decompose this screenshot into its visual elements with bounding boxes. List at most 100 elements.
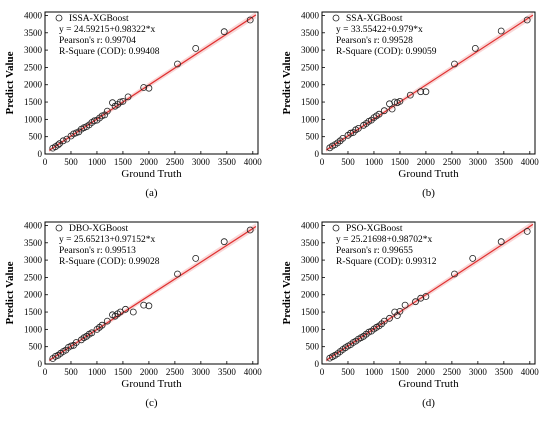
y-tick-label: 2500	[24, 62, 43, 72]
x-axis-label: Ground Truth	[398, 168, 459, 180]
data-point	[93, 325, 101, 333]
data-point	[391, 98, 399, 106]
y-tick-label: 1500	[301, 307, 320, 317]
data-point	[339, 134, 347, 142]
data-point	[396, 307, 404, 315]
data-point	[401, 301, 409, 309]
y-tick-label: 3500	[301, 238, 320, 248]
x-tick-label: 1500	[114, 367, 133, 377]
data-point	[406, 91, 414, 99]
y-tick-label: 2500	[301, 62, 320, 72]
data-point	[67, 342, 75, 350]
data-point	[451, 60, 458, 68]
y-tick-label: 0	[38, 149, 43, 159]
y-tick-label: 500	[306, 132, 320, 142]
x-tick-label: 500	[341, 157, 355, 167]
x-tick-label: 1000	[365, 157, 384, 167]
x-axis-label: Ground Truth	[121, 168, 182, 180]
data-point	[145, 302, 153, 310]
legend-label: ISSA-XGBoost	[69, 14, 129, 24]
y-tick-label: 3500	[301, 28, 320, 38]
y-tick-label: 2500	[301, 272, 320, 282]
data-point	[124, 93, 132, 101]
x-tick-label: 2000	[417, 157, 436, 167]
r-square: R-Square (COD): 0.99059	[336, 46, 437, 57]
y-axis-label: Predict Value	[281, 261, 293, 324]
r-square: R-Square (COD): 0.99312	[336, 256, 437, 267]
x-tick-label: 3000	[192, 367, 211, 377]
fit-line	[325, 14, 534, 151]
y-tick-label: 3000	[24, 255, 43, 265]
x-tick-label: 1000	[88, 367, 107, 377]
pearson-r: Pearson's r: 0.99655	[336, 246, 413, 256]
x-tick-label: 0	[43, 157, 48, 167]
data-point	[246, 16, 254, 24]
data-point	[72, 339, 80, 346]
y-tick-label: 500	[29, 132, 43, 142]
y-tick-label: 1500	[24, 307, 43, 317]
x-tick-label: 3500	[495, 367, 514, 377]
y-tick-label: 0	[38, 359, 43, 369]
data-point	[122, 305, 129, 313]
pearson-r: Pearson's r: 0.99704	[59, 36, 136, 46]
y-tick-label: 4000	[301, 220, 320, 230]
data-point	[375, 110, 383, 118]
y-tick-label: 3500	[24, 28, 43, 38]
chart-panel-4: 0 500 1000 1500 2000 2500 3000 3500 4000 0 500 1000…	[281, 220, 539, 409]
x-tick-label: 2000	[417, 367, 436, 377]
pearson-r: Pearson's r: 0.99528	[336, 36, 413, 46]
x-tick-label: 4000	[521, 157, 540, 167]
data-point	[417, 88, 425, 96]
y-tick-label: 2000	[24, 290, 43, 300]
data-point	[220, 238, 228, 246]
data-point	[91, 117, 98, 125]
y-tick-label: 4000	[24, 220, 43, 230]
panel-label: (c)	[145, 397, 158, 409]
data-point	[246, 226, 254, 234]
panel-label: (b)	[422, 187, 435, 199]
legend-label: SSA-XGBoost	[346, 14, 403, 24]
data-point	[523, 16, 531, 24]
data-point	[451, 270, 458, 278]
chart-panel-2: 0 500 1000 1500 2000 2500 3000 3500 4000 0 500 1000…	[281, 10, 539, 199]
data-point	[129, 308, 137, 316]
plot-frame	[44, 11, 259, 155]
legend-marker	[332, 224, 340, 232]
y-axis-label: Predict Value	[4, 51, 16, 114]
data-point	[140, 301, 148, 309]
y-tick-label: 1500	[301, 97, 320, 107]
x-tick-label: 500	[64, 157, 78, 167]
plot-frame	[321, 11, 536, 155]
fit-equation: y = 25.65213+0.97152*x	[59, 235, 155, 245]
data-point	[59, 137, 67, 145]
panel-label: (a)	[145, 187, 158, 199]
x-tick-label: 4000	[521, 367, 540, 377]
x-tick-label: 2500	[443, 367, 462, 377]
x-tick-label: 2500	[443, 157, 462, 167]
x-tick-label: 3000	[469, 157, 488, 167]
data-point	[103, 317, 111, 325]
y-tick-label: 500	[306, 342, 320, 352]
x-tick-label: 2500	[166, 367, 185, 377]
x-tick-label: 1000	[88, 157, 107, 167]
y-tick-label: 4000	[24, 10, 43, 20]
y-axis-label: Predict Value	[4, 261, 16, 324]
data-point	[192, 45, 200, 52]
x-tick-label: 0	[43, 367, 48, 377]
x-tick-label: 3000	[192, 157, 211, 167]
data-point	[471, 45, 479, 52]
data-point	[523, 227, 531, 235]
plot-frame	[321, 221, 536, 365]
data-point	[347, 129, 355, 137]
chart-panel-3: 0 500 1000 1500 2000 2500 3000 3500 4000 0 500 1000…	[4, 220, 262, 409]
x-tick-label: 2000	[140, 367, 159, 377]
data-point	[145, 84, 153, 92]
fit-equation: y = 25.21698+0.98702*x	[336, 235, 432, 245]
legend-marker	[332, 14, 340, 22]
data-point	[380, 317, 388, 325]
x-tick-label: 4000	[244, 367, 263, 377]
data-point	[497, 27, 505, 35]
x-tick-label: 500	[341, 367, 355, 377]
x-tick-label: 1500	[391, 367, 410, 377]
